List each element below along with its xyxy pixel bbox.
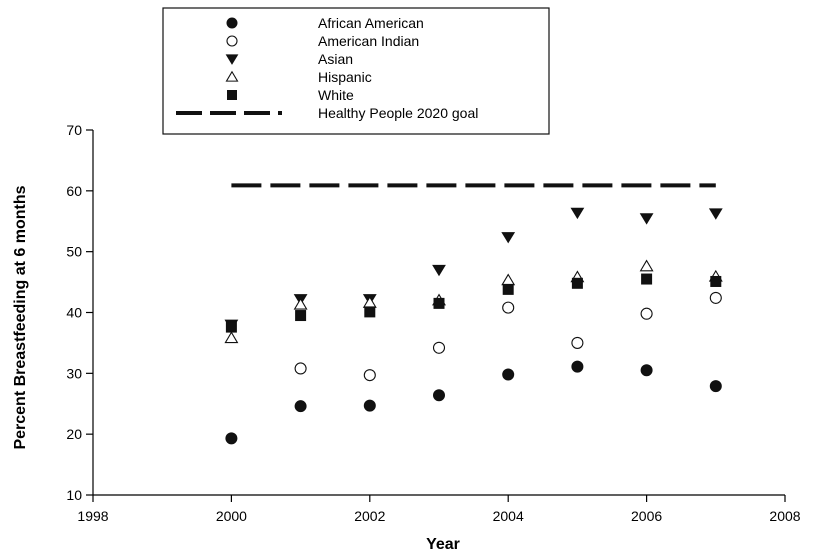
point-asian (432, 264, 446, 277)
legend-label-hispanic: Hispanic (318, 69, 372, 85)
point-white (641, 273, 653, 285)
point-hispanic (362, 295, 377, 308)
point-white (502, 283, 514, 295)
y-tick-label: 60 (66, 183, 82, 199)
point-african-american (502, 368, 515, 381)
x-tick-label: 2008 (769, 508, 800, 524)
point-white (433, 297, 445, 309)
point-african-american (294, 400, 307, 413)
point-african-american (363, 399, 376, 412)
point-white (364, 306, 376, 318)
point-hispanic (293, 297, 308, 310)
y-axis-title: Percent Breastfeeding at 6 months (12, 185, 29, 449)
point-white (571, 277, 583, 289)
legend-label-american-indian: American Indian (318, 33, 419, 49)
y-tick-label: 70 (66, 122, 82, 138)
point-asian (639, 213, 654, 225)
x-tick-label: 2002 (354, 508, 385, 524)
point-hispanic (639, 259, 654, 272)
y-tick-label: 20 (66, 426, 82, 442)
y-tick-label: 40 (66, 305, 82, 321)
axes: 10 20 30 40 50 60 70 1998 2000 2002 2004 2006 2008 (66, 122, 800, 524)
point-african-american (571, 360, 584, 373)
legend: African American American Indian Asian Hisp… (162, 7, 550, 135)
point-asian (501, 232, 516, 244)
y-tick-label: 50 (66, 244, 82, 260)
x-tick-label: 2006 (631, 508, 662, 524)
point-white (710, 275, 722, 287)
legend-marker-asian (225, 54, 239, 65)
point-american-indian (640, 307, 653, 320)
point-asian (708, 208, 723, 220)
legend-marker-american-indian (226, 35, 238, 47)
legend-marker-white (227, 90, 237, 100)
point-american-indian (571, 336, 584, 349)
point-african-american (433, 389, 445, 402)
data-marks (224, 183, 723, 445)
legend-marker-african-american (226, 17, 238, 29)
point-hispanic (501, 273, 516, 286)
point-white (295, 310, 307, 322)
point-asian (570, 207, 585, 220)
x-tick-label: 1998 (77, 508, 108, 524)
point-african-american (709, 380, 722, 393)
point-hispanic (224, 331, 239, 344)
point-american-indian (709, 291, 722, 304)
legend-label-asian: Asian (318, 51, 353, 67)
legend-marker-hispanic (225, 70, 239, 82)
point-american-indian (432, 341, 446, 354)
point-african-american (640, 364, 653, 377)
x-tick-label: 2004 (493, 508, 524, 524)
x-axis-title: Year (426, 536, 460, 553)
legend-label-african-american: African American (318, 15, 424, 31)
legend-label-healthy-people-2020-goal: Healthy People 2020 goal (318, 105, 478, 121)
legend-label-white: White (318, 87, 354, 103)
y-tick-label: 30 (66, 365, 82, 381)
point-white (225, 321, 237, 333)
x-tick-label: 2000 (216, 508, 247, 524)
point-african-american (225, 432, 238, 445)
y-tick-label: 10 (66, 487, 82, 503)
point-american-indian (363, 369, 376, 382)
point-american-indian (294, 362, 307, 375)
point-american-indian (502, 301, 515, 314)
